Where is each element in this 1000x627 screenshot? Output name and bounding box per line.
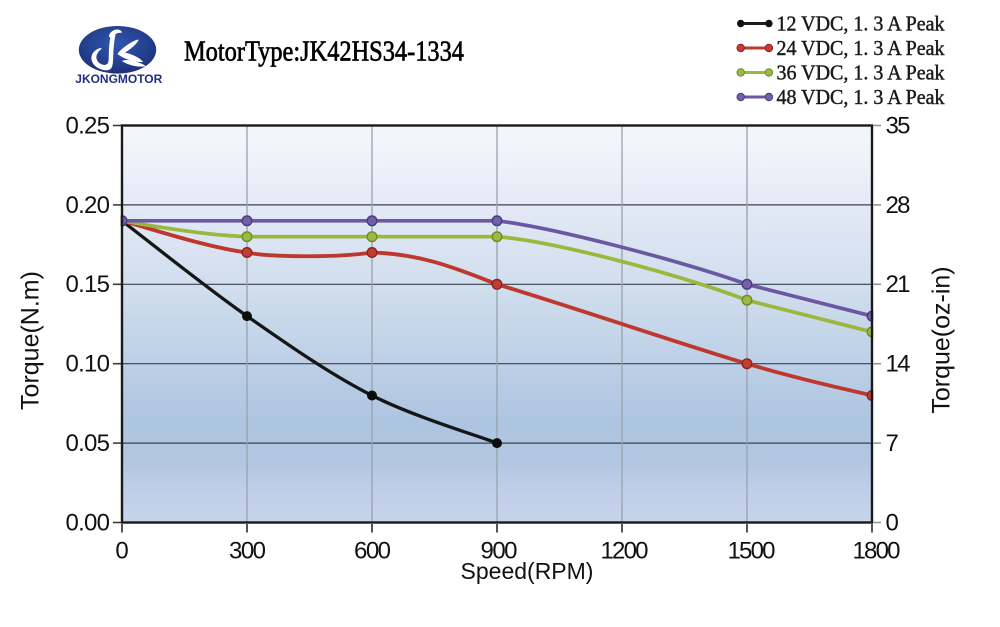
- svg-text:24 VDC, 1. 3 A Peak: 24 VDC, 1. 3 A Peak: [777, 36, 945, 60]
- svg-text:600: 600: [354, 538, 391, 565]
- svg-text:1500: 1500: [728, 538, 776, 565]
- svg-text:0.15: 0.15: [66, 271, 111, 298]
- svg-text:0: 0: [886, 509, 899, 536]
- svg-text:0.10: 0.10: [66, 351, 111, 378]
- svg-text:0.20: 0.20: [66, 192, 111, 219]
- svg-text:300: 300: [229, 538, 266, 565]
- svg-text:28: 28: [886, 192, 911, 219]
- svg-text:Speed(RPM): Speed(RPM): [461, 558, 594, 584]
- svg-text:1200: 1200: [601, 538, 649, 565]
- svg-text:1800: 1800: [853, 538, 901, 565]
- svg-text:35: 35: [886, 112, 911, 139]
- svg-text:7: 7: [886, 430, 899, 457]
- svg-text:MotorType:JK42HS34-1334: MotorType:JK42HS34-1334: [184, 37, 464, 68]
- svg-text:12 VDC, 1. 3 A Peak: 12 VDC, 1. 3 A Peak: [777, 11, 945, 35]
- svg-text:0.05: 0.05: [66, 430, 111, 457]
- svg-text:900: 900: [481, 538, 518, 565]
- svg-text:36 VDC, 1. 3 A Peak: 36 VDC, 1. 3 A Peak: [777, 60, 945, 84]
- svg-text:0: 0: [115, 538, 128, 565]
- svg-text:0.25: 0.25: [66, 112, 111, 139]
- svg-text:0.00: 0.00: [66, 509, 111, 536]
- svg-text:14: 14: [886, 351, 911, 378]
- svg-text:21: 21: [886, 271, 911, 298]
- svg-text:48 VDC, 1. 3 A Peak: 48 VDC, 1. 3 A Peak: [777, 85, 945, 109]
- svg-text:Torque(N.m): Torque(N.m): [17, 271, 45, 410]
- svg-text:Torque(oz-in): Torque(oz-in): [928, 266, 956, 413]
- svg-text:JKONGMOTOR: JKONGMOTOR: [75, 74, 163, 86]
